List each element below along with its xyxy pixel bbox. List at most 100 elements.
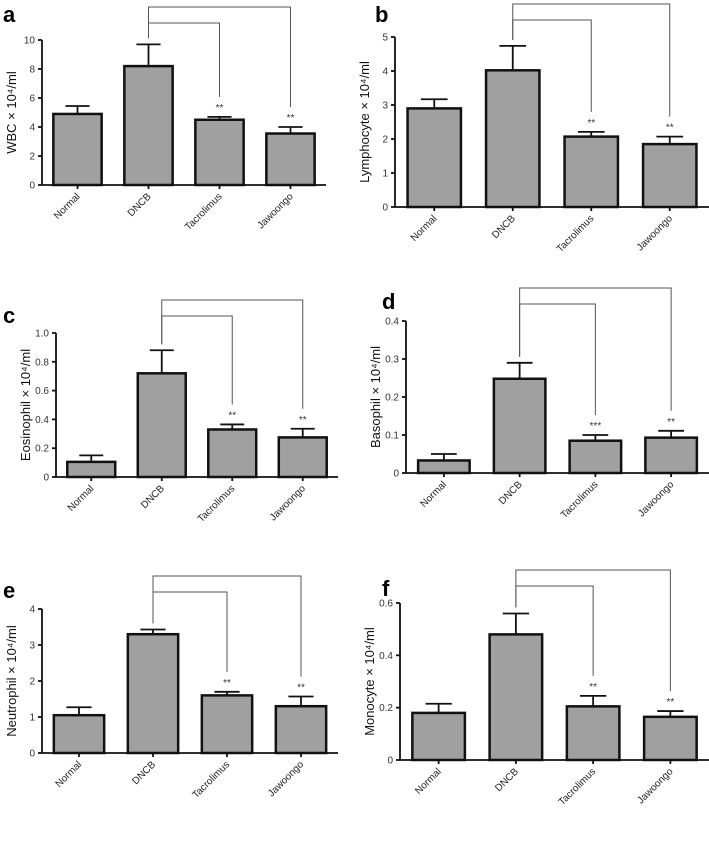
comparison-bracket bbox=[512, 3, 671, 117]
significance-marker: ** bbox=[297, 682, 305, 693]
panel-b: b Lymphocyte × 10⁴/ml 0 1 2 3 4 5 Normal DNCB Tacr… bbox=[357, 2, 709, 255]
y-tick-label: 1.0 bbox=[35, 329, 49, 340]
significance-marker: ** bbox=[666, 123, 674, 134]
bar-normal bbox=[406, 107, 463, 209]
y-tick-label: 0.2 bbox=[385, 393, 399, 404]
significance-marker: ** bbox=[666, 697, 674, 708]
comparison-bracket bbox=[515, 569, 671, 692]
bar-jawoongo bbox=[265, 132, 316, 187]
comparison-bracket bbox=[161, 299, 304, 409]
y-tick-label: 0.2 bbox=[35, 444, 49, 455]
bar-normal bbox=[416, 459, 471, 475]
x-tick-label: Tacrolimus bbox=[191, 759, 233, 801]
y-tick-label: 4 bbox=[29, 605, 35, 616]
y-tick-label: 4 bbox=[29, 123, 35, 134]
x-tick-label: DNCB bbox=[139, 483, 167, 511]
y-axis-label: Basophil × 10⁴/ml bbox=[368, 346, 383, 448]
panel-c: c Eosinophil × 10⁴/ml 0 0.2 0.4 0.6 0.8 1.0 Norm… bbox=[3, 299, 338, 525]
x-tick-label: Normal bbox=[409, 213, 440, 244]
bar-jawoongo bbox=[642, 715, 698, 762]
y-tick-label: 10 bbox=[24, 36, 36, 47]
x-tick-label: DNCB bbox=[493, 766, 521, 794]
bar-tacrolimus bbox=[194, 118, 245, 187]
bar-jawoongo bbox=[641, 142, 698, 209]
panel-label: e bbox=[3, 578, 15, 603]
y-tick-label: 0 bbox=[387, 756, 393, 767]
x-tick-label: DNCB bbox=[490, 213, 518, 241]
significance-marker: ** bbox=[587, 118, 595, 129]
x-tick-label: Tacrolimus bbox=[557, 766, 599, 808]
x-tick-label: Normal bbox=[413, 766, 444, 797]
bar-jawoongo bbox=[274, 704, 328, 755]
significance-marker: ** bbox=[223, 678, 231, 689]
x-tick-label: Normal bbox=[66, 483, 97, 514]
panel-label: a bbox=[3, 2, 16, 27]
x-tick-label: Tacrolimus bbox=[559, 479, 601, 521]
y-tick-label: 0.4 bbox=[385, 317, 399, 328]
bar-tacrolimus bbox=[568, 439, 623, 475]
y-tick-label: 0 bbox=[29, 749, 35, 760]
bar-normal bbox=[52, 713, 106, 755]
y-tick-label: 0.4 bbox=[35, 415, 49, 426]
y-axis-label: Eosinophil × 10⁴/ml bbox=[18, 349, 33, 461]
panel-d: d Basophil × 10⁴/ml 0 0.1 0.2 0.3 0.4 Normal DNC… bbox=[368, 287, 709, 521]
y-tick-label: 6 bbox=[29, 94, 35, 105]
x-tick-label: Jawoongo bbox=[635, 213, 675, 253]
x-tick-label: Normal bbox=[418, 479, 449, 510]
y-tick-label: 0 bbox=[29, 181, 35, 192]
x-tick-label: Tacrolimus bbox=[183, 191, 225, 233]
x-tick-label: DNCB bbox=[126, 191, 154, 219]
y-tick-label: 3 bbox=[382, 101, 388, 112]
bar-tacrolimus bbox=[207, 428, 258, 479]
x-tick-label: Jawoongo bbox=[635, 766, 675, 806]
y-tick-label: 0.3 bbox=[385, 355, 399, 366]
panel-label: d bbox=[382, 289, 395, 314]
x-tick-label: Jawoongo bbox=[268, 483, 308, 523]
panel-e: e Neutrophil × 10⁴/ml 0 1 2 3 4 Normal DNCB Tacro… bbox=[3, 575, 338, 801]
x-tick-label: Normal bbox=[52, 191, 83, 222]
y-axis-label: Monocyte × 10⁴/ml bbox=[362, 627, 377, 736]
bar-normal bbox=[52, 112, 103, 187]
y-tick-label: 0.6 bbox=[35, 386, 49, 397]
bar-normal bbox=[66, 460, 117, 479]
bar-tacrolimus bbox=[565, 705, 621, 762]
bar-dncb bbox=[126, 632, 180, 755]
x-tick-label: DNCB bbox=[130, 759, 158, 787]
significance-marker: ** bbox=[228, 410, 236, 421]
x-tick-label: Tacrolimus bbox=[555, 213, 597, 255]
x-tick-label: Jawoongo bbox=[636, 479, 676, 519]
panel-label: b bbox=[375, 2, 388, 27]
comparison-bracket bbox=[152, 575, 302, 677]
y-tick-label: 0.2 bbox=[379, 703, 393, 714]
comparison-bracket bbox=[519, 287, 672, 411]
x-tick-label: DNCB bbox=[497, 479, 525, 507]
significance-marker: *** bbox=[590, 421, 602, 432]
bar-tacrolimus bbox=[563, 135, 620, 209]
bar-dncb bbox=[488, 633, 544, 762]
y-tick-label: 8 bbox=[29, 65, 35, 76]
y-tick-label: 3 bbox=[29, 641, 35, 652]
y-tick-label: 0 bbox=[382, 203, 388, 214]
significance-marker: ** bbox=[589, 682, 597, 693]
bar-jawoongo bbox=[644, 436, 699, 475]
comparison-bracket bbox=[148, 6, 291, 107]
y-tick-label: 0 bbox=[393, 469, 399, 480]
bar-dncb bbox=[123, 64, 174, 187]
panel-f: f Monocyte × 10⁴/ml 0 0.2 0.4 0.6 Normal DNCB Ta… bbox=[362, 569, 709, 808]
y-tick-label: 2 bbox=[382, 135, 388, 146]
y-tick-label: 0.1 bbox=[385, 431, 399, 442]
y-tick-label: 0.4 bbox=[379, 651, 393, 662]
significance-marker: ** bbox=[299, 415, 307, 426]
y-tick-label: 0.8 bbox=[35, 357, 49, 368]
bar-dncb bbox=[492, 377, 547, 475]
panel-a: a WBC × 10⁴/ml 0 2 4 6 8 10 Normal DNCB Tacrolimus… bbox=[3, 2, 326, 233]
bar-tacrolimus bbox=[200, 694, 254, 755]
y-axis-label: Lymphocyte × 10⁴/ml bbox=[357, 61, 372, 183]
x-tick-label: Jawoongo bbox=[266, 759, 306, 799]
y-tick-label: 0.6 bbox=[379, 599, 393, 610]
y-tick-label: 1 bbox=[29, 713, 35, 724]
x-tick-label: Normal bbox=[54, 759, 85, 790]
x-tick-label: Jawoongo bbox=[256, 191, 296, 231]
bar-dncb bbox=[136, 372, 187, 479]
